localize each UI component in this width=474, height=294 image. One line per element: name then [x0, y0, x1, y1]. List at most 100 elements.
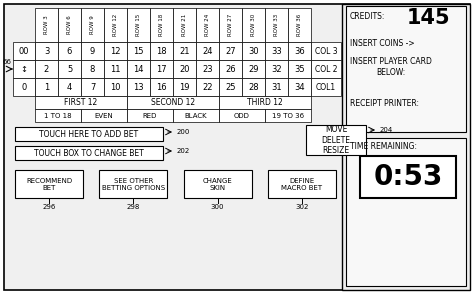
- Bar: [242, 42, 265, 60]
- Bar: [35, 60, 58, 78]
- Text: EVEN: EVEN: [95, 113, 113, 118]
- Bar: [354, 113, 461, 121]
- Bar: [127, 8, 150, 42]
- Bar: [150, 42, 173, 60]
- Bar: [173, 8, 196, 42]
- Bar: [288, 60, 311, 78]
- Text: COL1: COL1: [316, 83, 336, 91]
- Text: BLACK: BLACK: [185, 113, 207, 118]
- Text: 26: 26: [225, 64, 236, 74]
- Text: 200: 200: [177, 129, 191, 135]
- Text: 23: 23: [202, 64, 213, 74]
- Bar: [100, 170, 167, 198]
- Bar: [346, 6, 466, 132]
- Text: 0:53: 0:53: [374, 163, 443, 191]
- Bar: [81, 8, 104, 42]
- Bar: [13, 60, 35, 78]
- Text: ROW 24: ROW 24: [205, 14, 210, 36]
- Bar: [242, 60, 265, 78]
- Text: 145: 145: [407, 8, 451, 28]
- Text: 36: 36: [294, 46, 305, 56]
- Text: ODD: ODD: [234, 113, 250, 118]
- Bar: [360, 156, 456, 198]
- Bar: [35, 78, 58, 96]
- Text: 1: 1: [44, 83, 49, 91]
- Bar: [196, 8, 219, 42]
- Text: SEE OTHER
BETTING OPTIONS: SEE OTHER BETTING OPTIONS: [102, 178, 165, 191]
- Text: 296: 296: [42, 204, 55, 210]
- Text: RECOMMEND
BET: RECOMMEND BET: [26, 178, 72, 191]
- Text: 202: 202: [177, 148, 190, 154]
- Bar: [311, 78, 341, 96]
- Bar: [173, 78, 196, 96]
- Text: ↕: ↕: [20, 64, 27, 74]
- Text: DEFINE
MACRO BET: DEFINE MACRO BET: [282, 178, 323, 191]
- Text: ROW 18: ROW 18: [159, 14, 164, 36]
- Bar: [104, 8, 127, 42]
- Text: ROW 6: ROW 6: [67, 16, 72, 34]
- Bar: [196, 60, 219, 78]
- Text: THIRD 12: THIRD 12: [247, 98, 283, 107]
- Bar: [219, 60, 242, 78]
- Text: 66: 66: [2, 59, 11, 65]
- Text: 3: 3: [44, 46, 49, 56]
- Text: 19 TO 36: 19 TO 36: [272, 113, 304, 118]
- Text: ROW 9: ROW 9: [90, 16, 95, 34]
- Text: 14: 14: [133, 64, 144, 74]
- Bar: [81, 60, 104, 78]
- Bar: [350, 110, 465, 124]
- Text: ROW 36: ROW 36: [297, 14, 302, 36]
- Text: ROW 30: ROW 30: [251, 14, 256, 36]
- Bar: [288, 78, 311, 96]
- Bar: [104, 42, 127, 60]
- Text: 5: 5: [67, 64, 72, 74]
- Bar: [127, 60, 150, 78]
- Bar: [81, 42, 104, 60]
- Text: 6: 6: [67, 46, 72, 56]
- Bar: [127, 78, 150, 96]
- Text: 29: 29: [248, 64, 259, 74]
- Text: 11: 11: [110, 64, 121, 74]
- Text: 32: 32: [271, 64, 282, 74]
- Bar: [81, 109, 127, 122]
- Text: MOVE
DELETE
RESIZE: MOVE DELETE RESIZE: [321, 125, 350, 155]
- Bar: [81, 78, 104, 96]
- Text: 00: 00: [19, 46, 29, 56]
- Bar: [219, 109, 265, 122]
- Text: 17: 17: [156, 64, 167, 74]
- Bar: [395, 7, 463, 29]
- Bar: [265, 8, 288, 42]
- Bar: [268, 170, 336, 198]
- Text: 0: 0: [21, 83, 27, 91]
- Text: 33: 33: [271, 46, 282, 56]
- Bar: [35, 42, 58, 60]
- Bar: [265, 109, 311, 122]
- Bar: [436, 38, 450, 50]
- Text: 34: 34: [294, 83, 305, 91]
- Bar: [58, 60, 81, 78]
- Bar: [127, 96, 219, 109]
- Bar: [265, 78, 288, 96]
- Bar: [15, 127, 163, 141]
- Text: FIRST 12: FIRST 12: [64, 98, 98, 107]
- Text: ROW 27: ROW 27: [228, 14, 233, 36]
- Text: ROW 12: ROW 12: [113, 14, 118, 36]
- Bar: [350, 80, 465, 94]
- Text: 18: 18: [156, 46, 167, 56]
- Bar: [196, 78, 219, 96]
- Text: 7: 7: [90, 83, 95, 91]
- Bar: [150, 60, 173, 78]
- Bar: [104, 60, 127, 78]
- Text: COL 3: COL 3: [315, 46, 337, 56]
- Text: 2: 2: [44, 64, 49, 74]
- Bar: [173, 42, 196, 60]
- Text: TOUCH BOX TO CHANGE BET: TOUCH BOX TO CHANGE BET: [34, 148, 144, 158]
- Text: 13: 13: [133, 83, 144, 91]
- Bar: [35, 96, 127, 109]
- Bar: [173, 60, 196, 78]
- Bar: [219, 78, 242, 96]
- Text: INSERT COINS ->: INSERT COINS ->: [350, 39, 415, 48]
- Bar: [104, 78, 127, 96]
- Text: ROW 21: ROW 21: [182, 14, 187, 36]
- Text: 10: 10: [110, 83, 121, 91]
